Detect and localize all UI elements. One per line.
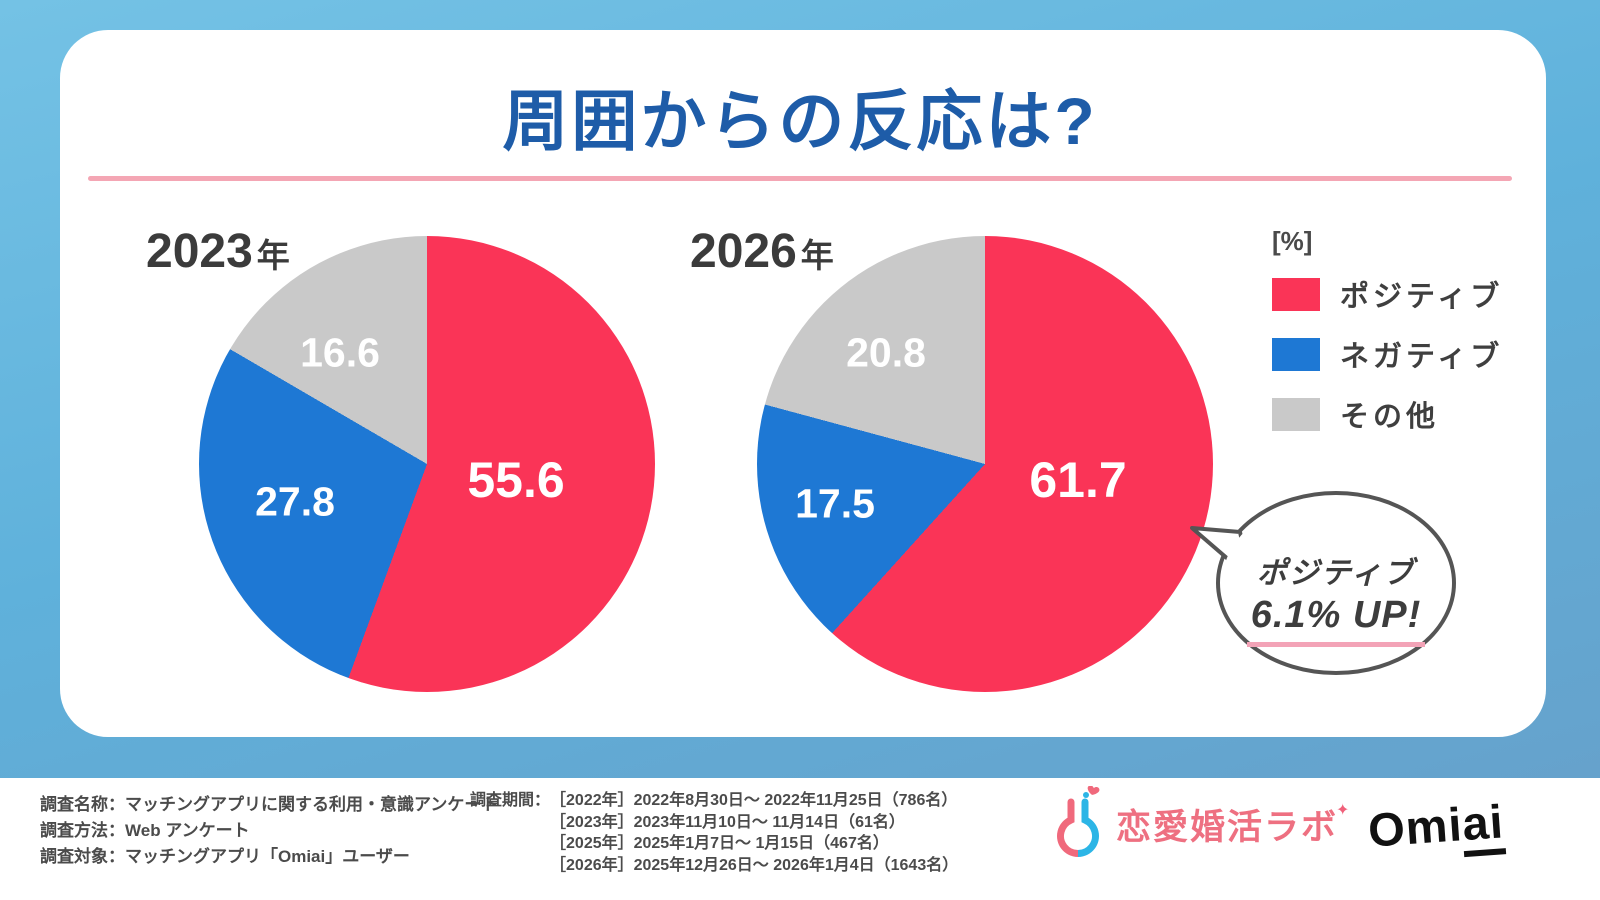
legend-swatch-other (1272, 397, 1320, 431)
survey-method-row: 調査方法：Web アンケート (40, 821, 250, 840)
pie-2023-positive-value: 55.6 (467, 452, 565, 508)
legend-swatch-positive (1272, 277, 1320, 311)
flask-icon (1057, 786, 1100, 858)
legend-item-positive: ポジティブ (1272, 273, 1503, 315)
legend-unit-label: [%] (1272, 226, 1313, 256)
renai-konkatsu-lab-logo: 恋愛婚活ラボ ✦ (1050, 786, 1351, 862)
legend-item-negative: ネガティブ (1272, 333, 1503, 375)
survey-period-2022: ［2022年］2022年8月30日～ 2022年11月25日（786名） (550, 792, 958, 809)
pie-chart-2023: 55.6 27.8 16.6 (199, 236, 655, 692)
survey-meta-block: 調査名称：マッチングアプリに関する利用・意識アンケート 調査方法：Web アンケ… (40, 792, 498, 870)
survey-period-2025: ［2025年］2025年1月7日～ 1月15日（467名） (550, 835, 889, 852)
title-divider (88, 176, 1512, 181)
survey-period-block: 調査期間： ［2022年］2022年8月30日～ 2022年11月25日（786… (470, 790, 958, 876)
survey-period-label: 調査期間： (470, 792, 551, 809)
year-label-2023: 2023 年 (146, 225, 290, 278)
pie-2026-other-value: 20.8 (846, 329, 926, 376)
pie-2023-negative-value: 27.8 (255, 478, 335, 525)
pie-2026-positive-value: 61.7 (1029, 452, 1127, 508)
callout-bubble: ポジティブ 6.1% UP! (1140, 470, 1470, 690)
lab-logo-text: 恋愛婚活ラボ (1116, 807, 1339, 847)
callout-text: ポジティブ 6.1% UP! (1226, 548, 1446, 647)
chart-legend: [%] ポジティブ ネガティブ その他 (1272, 226, 1503, 453)
omiai-logo: Omiai (1366, 794, 1506, 858)
pie-2026-negative-value: 17.5 (795, 480, 875, 527)
pie-2023-other-value: 16.6 (300, 329, 380, 376)
speech-bubble-shape (1190, 491, 1456, 675)
survey-period-2026: ［2026年］2025年12月26日～ 2026年1月4日（1643名） (550, 856, 959, 874)
survey-name-row: 調査名称：マッチングアプリに関する利用・意識アンケート (40, 795, 499, 814)
legend-item-other: その他 (1272, 393, 1503, 435)
pie-chart-2026: 61.7 17.5 20.8 (757, 236, 1213, 692)
footer-background (0, 778, 1600, 900)
legend-swatch-negative (1272, 337, 1320, 371)
year-label-2026: 2026 年 (690, 225, 834, 278)
heart-sparkle-icon: ✦ (1336, 802, 1350, 819)
page-title: 周囲からの反応は? (502, 84, 1098, 158)
survey-target-row: 調査対象：マッチングアプリ「Omiai」ユーザー (40, 847, 410, 866)
survey-period-2023: ［2023年］2023年11月10日～ 11月14日（61名） (550, 813, 905, 831)
